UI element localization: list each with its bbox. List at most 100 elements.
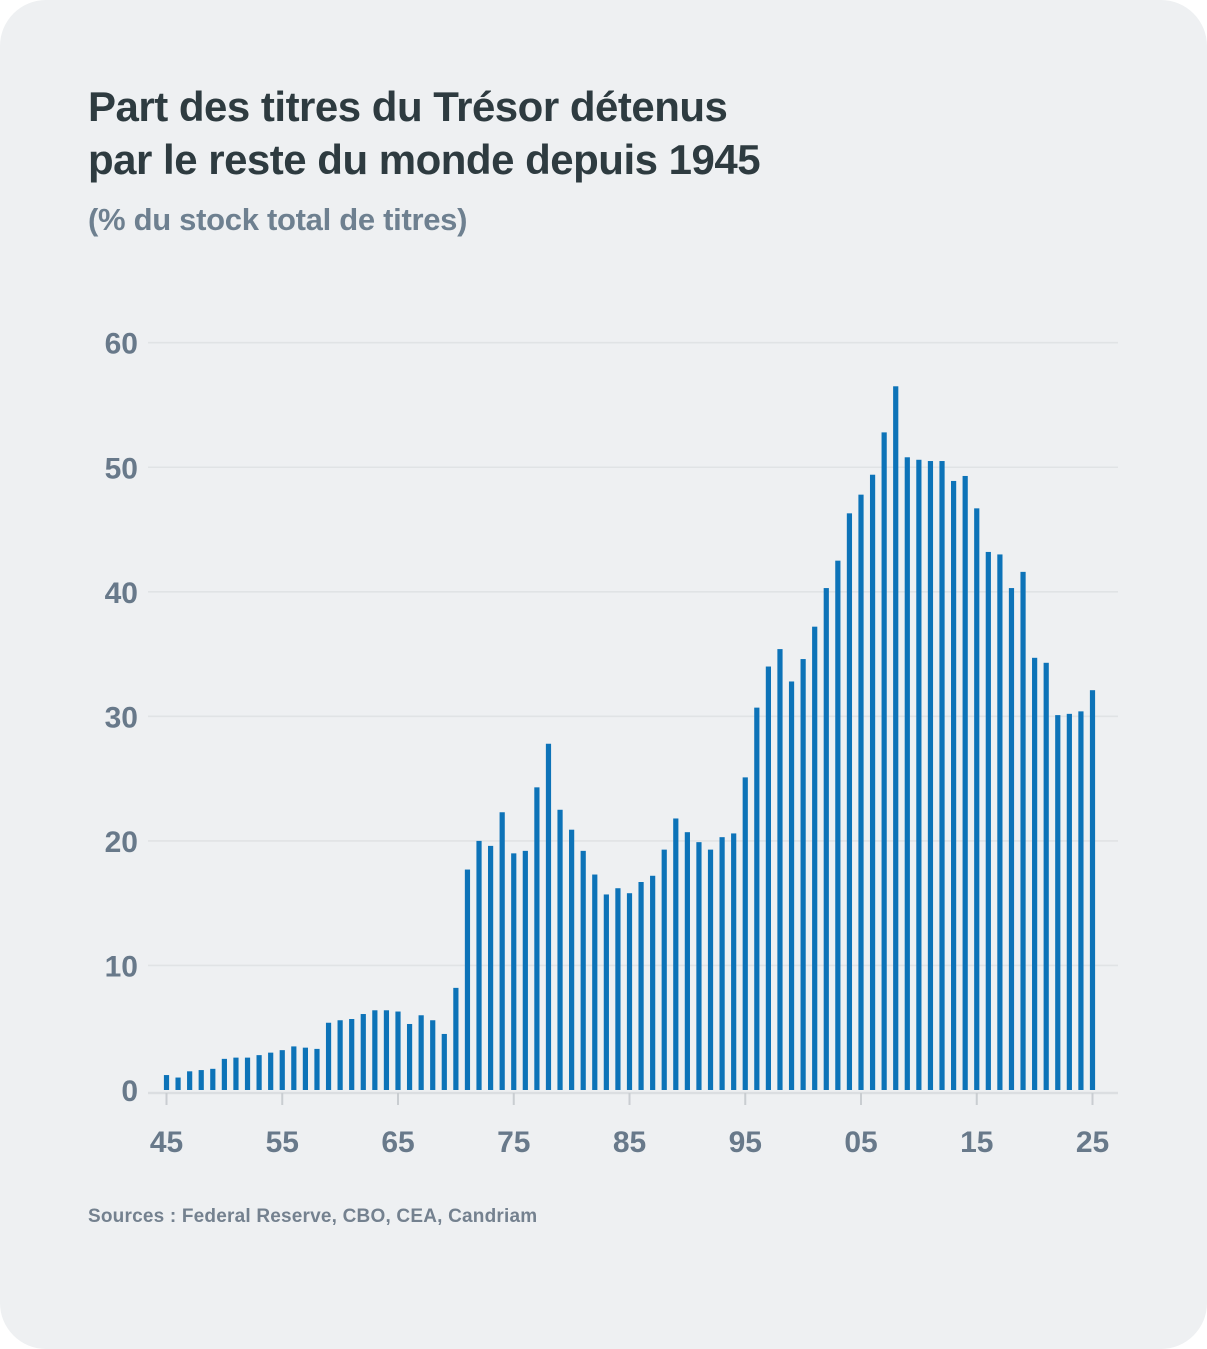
x-tick-label-75: 75 — [497, 1126, 530, 1159]
bar-1977 — [534, 787, 540, 1090]
x-tick-label-95: 95 — [729, 1126, 762, 1159]
x-tick-label-65: 65 — [381, 1126, 414, 1159]
bar-1972 — [476, 840, 482, 1090]
bar-2007 — [881, 432, 887, 1091]
chart-title: Part des titres du Trésor détenus par le… — [88, 80, 908, 186]
bar-1990 — [684, 832, 690, 1090]
bar-1957 — [302, 1047, 308, 1090]
bar-1978 — [545, 743, 552, 1090]
bar-1959 — [325, 1022, 332, 1090]
bar-2012 — [939, 461, 945, 1091]
bar-1945 — [163, 1075, 170, 1090]
bar-2003 — [835, 560, 841, 1090]
bar-1979 — [557, 809, 563, 1090]
y-tick-label-30: 30 — [105, 701, 138, 734]
bar-1970 — [453, 987, 459, 1090]
bar-1999 — [788, 681, 795, 1090]
bar-1967 — [418, 1015, 424, 1090]
bar-2016 — [985, 551, 991, 1090]
bar-2000 — [800, 659, 806, 1090]
bar-1948 — [198, 1070, 204, 1090]
bar-2009 — [904, 457, 910, 1090]
bar-2025 — [1089, 690, 1096, 1090]
y-tick-label-0: 0 — [121, 1075, 138, 1108]
bar-1980 — [569, 829, 575, 1090]
bar-1965 — [395, 1011, 401, 1090]
bar-1975 — [511, 853, 517, 1090]
bar-1981 — [580, 850, 586, 1090]
bar-2008 — [893, 386, 899, 1091]
bar-1947 — [187, 1071, 193, 1090]
bar-1976 — [522, 850, 528, 1090]
y-tick-label-10: 10 — [105, 950, 138, 983]
bar-2005 — [858, 494, 864, 1090]
bar-1991 — [696, 842, 702, 1090]
chart-title-line2: par le reste du monde depuis 1945 — [88, 136, 761, 183]
bar-1961 — [349, 1019, 355, 1090]
y-tick-label-20: 20 — [105, 826, 138, 859]
bar-2013 — [951, 480, 957, 1090]
bar-2006 — [869, 474, 876, 1090]
bar-2019 — [1020, 571, 1026, 1090]
bar-2014 — [962, 475, 968, 1090]
bar-2017 — [997, 554, 1003, 1090]
bar-2018 — [1008, 588, 1015, 1090]
bar-1984 — [615, 888, 621, 1090]
bar-1994 — [731, 833, 737, 1090]
bar-2022 — [1055, 715, 1061, 1090]
bar-1974 — [499, 812, 505, 1090]
bar-1963 — [372, 1010, 378, 1090]
bar-1951 — [233, 1057, 239, 1090]
bar-1988 — [661, 849, 667, 1090]
bar-1996 — [754, 707, 760, 1090]
bar-2002 — [823, 588, 829, 1090]
x-tick-label-45: 45 — [150, 1126, 183, 1159]
bar-1952 — [244, 1057, 251, 1090]
bar-1949 — [210, 1068, 216, 1090]
bar-1998 — [777, 649, 783, 1090]
bar-1950 — [221, 1058, 227, 1090]
bar-1955 — [279, 1050, 285, 1090]
bar-1992 — [707, 849, 714, 1090]
bar-2001 — [812, 626, 818, 1090]
bar-1969 — [441, 1033, 447, 1090]
bar-1997 — [765, 666, 771, 1090]
bar-1960 — [337, 1020, 343, 1090]
x-tick-label-05: 05 — [844, 1126, 877, 1159]
y-tick-label-40: 40 — [105, 577, 138, 610]
bar-2004 — [846, 513, 853, 1090]
bar-1953 — [256, 1055, 262, 1090]
bar-1995 — [742, 777, 748, 1090]
bar-1971 — [464, 869, 471, 1090]
x-tick-label-85: 85 — [613, 1126, 646, 1159]
bar-2024 — [1078, 711, 1084, 1090]
x-tick-label-15: 15 — [960, 1126, 993, 1159]
bar-1968 — [430, 1020, 436, 1090]
bar-2010 — [916, 459, 922, 1091]
bar-1956 — [291, 1046, 297, 1090]
chart-subtitle: (% du stock total de titres) — [88, 202, 468, 237]
chart-title-line1: Part des titres du Trésor détenus — [88, 83, 728, 130]
y-tick-label-50: 50 — [105, 452, 138, 485]
bar-1958 — [314, 1048, 320, 1090]
bar-1946 — [175, 1077, 181, 1090]
bar-1985 — [626, 893, 633, 1090]
bar-2015 — [974, 508, 980, 1090]
bar-1987 — [650, 875, 656, 1090]
bar-1986 — [638, 882, 644, 1090]
y-tick-label-60: 60 — [105, 328, 138, 361]
x-tick-label-25: 25 — [1076, 1126, 1109, 1159]
bar-1962 — [360, 1014, 366, 1090]
bar-2011 — [927, 461, 934, 1091]
bar-1983 — [603, 894, 609, 1090]
bar-1973 — [488, 845, 494, 1090]
bar-1982 — [592, 874, 598, 1090]
source-note: Sources : Federal Reserve, CBO, CEA, Can… — [88, 1206, 538, 1227]
bar-1954 — [268, 1052, 274, 1090]
bar-2020 — [1032, 657, 1038, 1090]
bar-1993 — [719, 837, 725, 1090]
bar-2021 — [1043, 662, 1049, 1090]
bar-1964 — [383, 1010, 390, 1090]
